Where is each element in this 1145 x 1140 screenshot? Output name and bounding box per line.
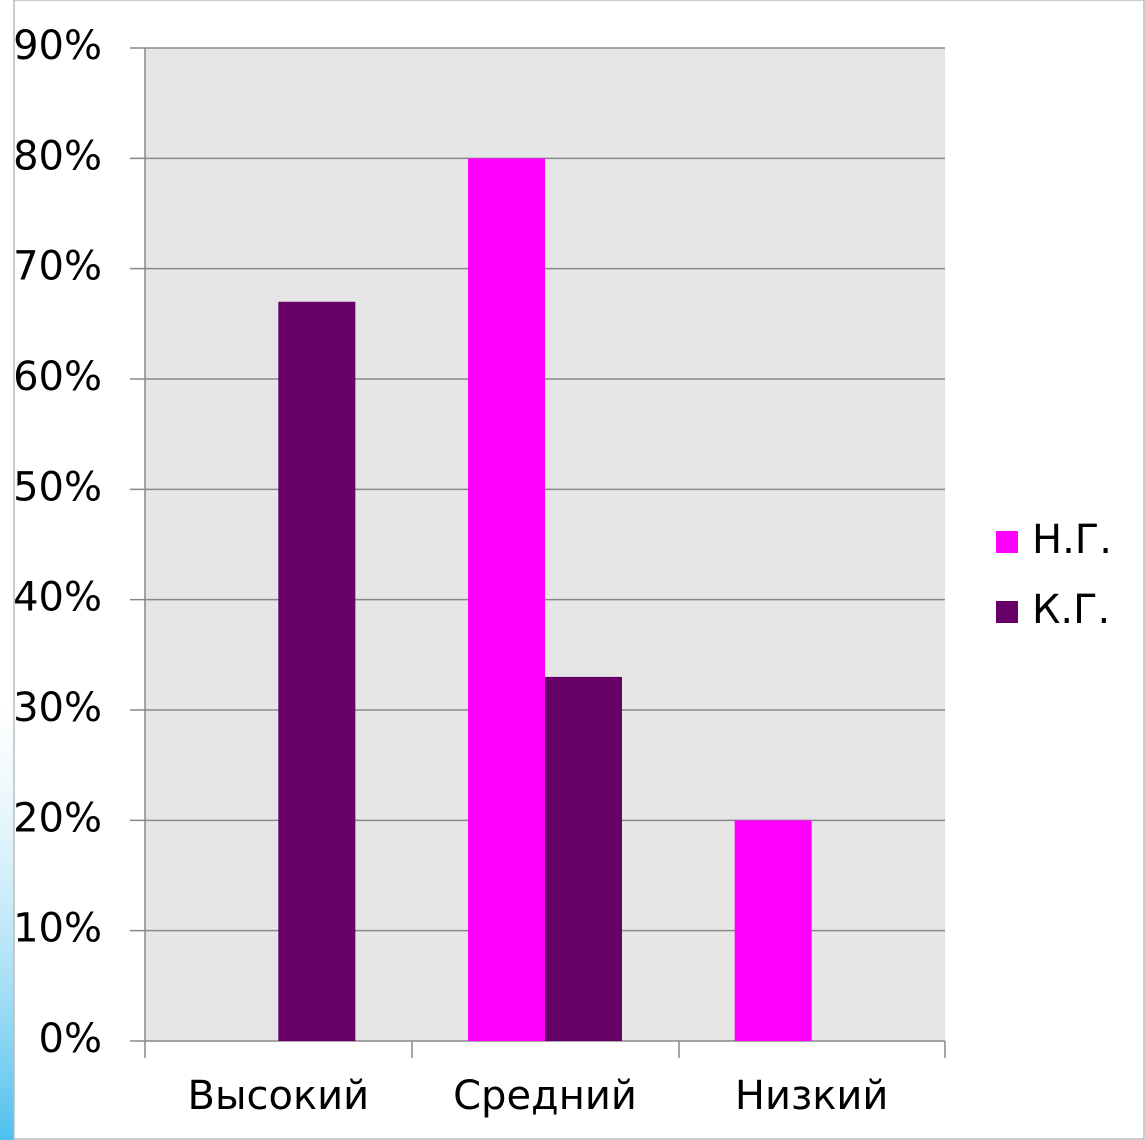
y-tick-label: 80% (13, 133, 102, 179)
legend-label: Н.Г. (1032, 517, 1112, 563)
y-tick-label: 60% (13, 354, 102, 400)
y-tick-label: 50% (13, 464, 102, 510)
legend-swatch (996, 601, 1018, 623)
y-tick-label: 30% (13, 685, 102, 731)
y-tick-label: 70% (13, 244, 102, 290)
bar (545, 676, 622, 1041)
x-tick-label: Высокий (188, 1073, 370, 1119)
y-tick-label: 10% (13, 906, 102, 952)
side-decoration (0, 700, 14, 1140)
legend-swatch (996, 531, 1018, 553)
x-tick-label: Низкий (735, 1073, 889, 1119)
bar (278, 301, 356, 1041)
bar (734, 820, 812, 1041)
y-tick-label: 90% (13, 23, 102, 69)
x-tick-label: Средний (453, 1073, 637, 1119)
y-tick-label: 0% (39, 1016, 102, 1062)
bar (468, 158, 545, 1042)
legend-label: К.Г. (1032, 587, 1110, 633)
y-tick-label: 40% (13, 575, 102, 621)
y-tick-label: 20% (13, 795, 102, 841)
category-ticks (144, 1041, 946, 1058)
